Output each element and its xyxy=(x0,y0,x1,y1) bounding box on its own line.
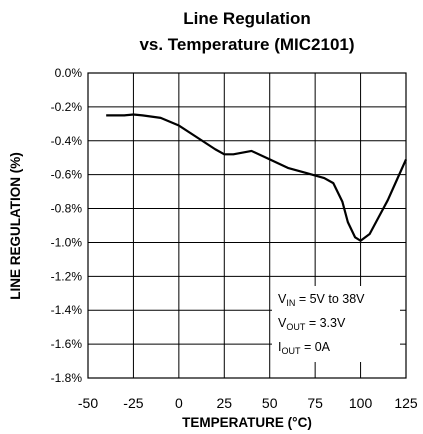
y-axis-label: LINE REGULATION (%) xyxy=(8,152,23,300)
y-tick-label: -1.0% xyxy=(51,235,83,249)
x-tick-label: 50 xyxy=(262,395,278,411)
annotation-symbol: V xyxy=(278,292,287,306)
annotation: VOUT = 3.3V xyxy=(278,316,346,332)
x-tick-label: -25 xyxy=(123,395,143,411)
annotation-text: = 0A xyxy=(300,340,330,354)
y-tick-label: -1.6% xyxy=(51,337,83,351)
annotation-text: = 3.3V xyxy=(305,316,346,330)
annotation: VIN = 5V to 38V xyxy=(278,292,365,308)
y-tick-label: -0.6% xyxy=(51,168,83,182)
annotation-text: = 5V to 38V xyxy=(295,292,365,306)
y-tick-label: -0.8% xyxy=(51,202,83,216)
x-tick-label: 75 xyxy=(307,395,323,411)
y-tick-label: -1.4% xyxy=(51,303,83,317)
data-line xyxy=(106,113,408,242)
plot-border xyxy=(87,72,407,379)
x-axis-label: TEMPERATURE (°C) xyxy=(182,415,312,430)
annotation-box xyxy=(272,286,400,362)
annotation: IOUT = 0A xyxy=(278,340,331,356)
x-tick-label: 0 xyxy=(175,395,183,411)
chart-title: Line Regulation xyxy=(183,9,311,28)
annotation-symbol: I xyxy=(278,340,281,354)
y-tick-label: -0.2% xyxy=(51,100,83,114)
annotation-subscript: OUT xyxy=(286,322,306,332)
annotation-symbol: V xyxy=(278,316,287,330)
annotation-subscript: OUT xyxy=(281,346,301,356)
x-tick-label: 100 xyxy=(349,395,373,411)
y-tick-label: -1.2% xyxy=(51,269,83,283)
x-tick-label: -50 xyxy=(78,395,98,411)
y-tick-label: -1.8% xyxy=(51,371,83,385)
x-tick-label: 125 xyxy=(394,395,418,411)
x-tick-label: 25 xyxy=(216,395,232,411)
y-tick-label: 0.0% xyxy=(55,66,83,80)
chart-title: vs. Temperature (MIC2101) xyxy=(139,35,354,54)
annotation-subscript: IN xyxy=(286,298,295,308)
y-tick-label: -0.4% xyxy=(51,134,83,148)
